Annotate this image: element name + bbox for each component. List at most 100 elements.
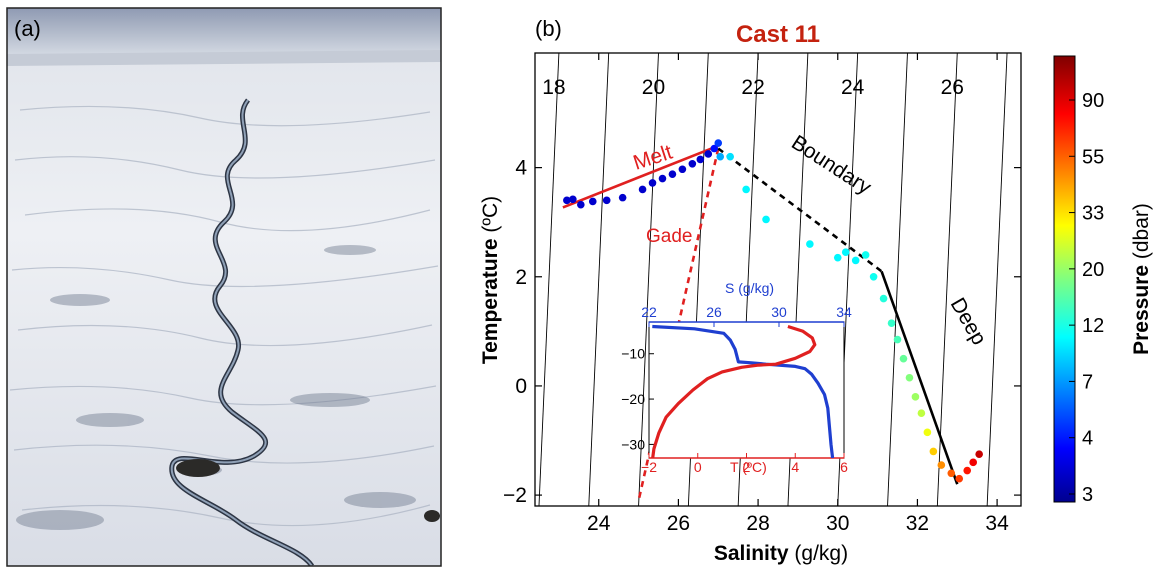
colorbar-tick-label: 12: [1082, 315, 1104, 337]
panel-b-label: (b): [535, 16, 562, 41]
x-tick-label: 30: [826, 512, 849, 535]
data-point: [841, 248, 850, 257]
colorbar-tick-label: 3: [1082, 484, 1093, 506]
data-point: [688, 159, 697, 168]
data-point: [806, 240, 814, 248]
data-point: [833, 253, 842, 262]
rock: [176, 459, 220, 477]
data-point: [678, 165, 687, 174]
plot-frame: [534, 52, 1022, 507]
data-point: [955, 474, 964, 483]
data-point: [869, 272, 878, 281]
data-point: [923, 428, 932, 437]
x-tick-label: 34: [985, 512, 1009, 535]
inset-bottom-tick-label: 4: [791, 459, 799, 475]
isopycnal-label: 20: [642, 76, 665, 99]
isopycnal-label: 18: [542, 76, 565, 99]
isopycnal-line: [936, 53, 958, 506]
inset-y-tick-label: −20: [621, 391, 645, 407]
data-point: [963, 466, 972, 475]
annotation-deep: Deep: [946, 294, 991, 349]
sky-band: [7, 8, 441, 54]
inset-bottom-tick-label: −2: [641, 459, 657, 475]
rock: [424, 510, 440, 522]
data-point: [762, 215, 770, 224]
colorbar-tick-label: 55: [1082, 146, 1104, 168]
inset-y-tick-label: −10: [621, 346, 645, 362]
x-axis-label-bold: Salinity: [714, 542, 789, 565]
data-point: [911, 393, 920, 401]
snow-shadows: [16, 245, 416, 530]
horizon-band: [7, 50, 441, 66]
data-point: [851, 256, 860, 265]
data-point: [861, 251, 870, 259]
isopycnal-line: [588, 53, 610, 506]
data-point: [658, 174, 667, 183]
data-point: [668, 170, 677, 178]
isopycnal-line: [638, 53, 659, 506]
photo-frame: [6, 7, 442, 567]
annotation-boundary: Boundary: [787, 131, 875, 200]
reference-line-deep: [880, 270, 959, 485]
y-axis-label-unit: (ºC): [479, 196, 502, 233]
colorbar-tick-label: 20: [1082, 259, 1104, 281]
y-tick-label: −2: [503, 484, 527, 507]
x-tick-label: 24: [587, 512, 611, 535]
photo-panel: [7, 8, 441, 566]
inset-bottom-tick-label: 0: [694, 459, 702, 475]
colorbar-tick-label: 7: [1082, 371, 1093, 393]
inset-plot: 22 26 30 34−2 0 2 4 6−10−20−30 S (g/kg) T (ºC): [621, 280, 852, 475]
y-tick-label: 2: [515, 266, 527, 289]
inset-y-tick-label: −30: [621, 436, 645, 452]
x-tick-label: 26: [667, 512, 690, 535]
y-tick-label: 0: [515, 375, 527, 398]
data-point: [929, 447, 938, 456]
data-point: [588, 197, 597, 206]
y-tick-label: 4: [515, 157, 527, 180]
snow-ridges: [9, 105, 439, 527]
inset-top-tick-label: 22: [641, 304, 657, 320]
data-point: [917, 409, 926, 418]
inset-temperature-profile: [651, 324, 817, 459]
data-point: [742, 185, 750, 194]
colorbar-label-unit: (dbar): [1130, 203, 1153, 259]
data-point: [893, 335, 902, 344]
inset-bottom-tick-label: 6: [840, 459, 848, 475]
inset-top-tick-label: 26: [706, 304, 722, 320]
data-point: [716, 152, 725, 161]
colorbar-label: Pressure (dbar): [1130, 203, 1153, 355]
data-point: [726, 152, 734, 161]
inset-top-tick-label: 34: [836, 304, 852, 320]
x-tick-label: 32: [906, 512, 929, 535]
data-point: [714, 139, 723, 147]
data-points: [563, 139, 983, 483]
panel-a-label: (a): [14, 16, 41, 41]
colorbar-tick-label: 90: [1082, 90, 1104, 112]
inset-top-tick-label: 30: [771, 304, 787, 320]
x-tick-label: 28: [746, 512, 769, 535]
data-point: [648, 179, 657, 187]
x-axis-label-unit: (g/kg): [794, 542, 848, 565]
data-point: [569, 195, 577, 204]
inset-frame: [648, 321, 845, 459]
isopycnal-label: 24: [841, 76, 865, 99]
colorbar-label-bold: Pressure: [1130, 265, 1153, 355]
data-point: [563, 196, 571, 205]
inset-top-axis-label: S (g/kg): [725, 280, 774, 296]
data-point: [975, 450, 983, 458]
colorbar-tick-label: 4: [1082, 428, 1093, 450]
data-point: [899, 354, 908, 363]
data-point: [879, 294, 888, 303]
inset-bottom-axis-label: T (ºC): [730, 459, 767, 475]
annotation-melt: Melt: [630, 141, 675, 175]
inset-salinity-profile: [652, 324, 835, 459]
chart-title: Cast 11: [736, 21, 820, 48]
data-point: [887, 319, 896, 327]
annotation-gade: Gade: [646, 226, 692, 247]
colorbar-tick-label: 33: [1082, 203, 1104, 225]
reference-line-boundary: [717, 147, 883, 273]
data-point: [969, 458, 977, 467]
data-point: [937, 461, 946, 469]
isopycnal-label: 26: [941, 76, 964, 99]
